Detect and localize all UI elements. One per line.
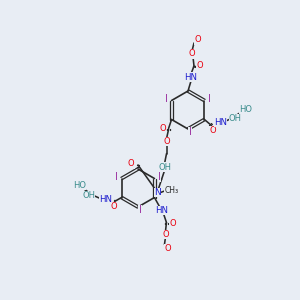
- Text: HN: HN: [99, 195, 112, 204]
- Text: O: O: [197, 61, 203, 70]
- Text: N: N: [154, 188, 161, 197]
- Text: I: I: [189, 127, 191, 137]
- Text: OH: OH: [82, 191, 95, 200]
- Text: O: O: [209, 126, 216, 135]
- Text: CH₃: CH₃: [164, 186, 178, 195]
- Text: O: O: [164, 244, 171, 253]
- Text: O: O: [195, 35, 201, 44]
- Text: I: I: [115, 172, 118, 182]
- Text: HN: HN: [214, 118, 227, 127]
- Text: O: O: [159, 124, 166, 133]
- Text: OH: OH: [158, 163, 171, 172]
- Text: O: O: [189, 50, 195, 58]
- Text: I: I: [158, 172, 161, 182]
- Text: O: O: [128, 160, 134, 169]
- Text: HN: HN: [184, 73, 197, 82]
- Text: O: O: [110, 202, 117, 211]
- Text: I: I: [165, 94, 168, 103]
- Text: HO: HO: [73, 181, 86, 190]
- Text: HN: HN: [155, 206, 168, 215]
- Text: HO: HO: [239, 105, 252, 114]
- Text: OH: OH: [229, 114, 242, 123]
- Text: I: I: [139, 205, 141, 215]
- Text: O: O: [169, 219, 176, 228]
- Text: O: O: [163, 137, 170, 146]
- Text: O: O: [162, 230, 169, 239]
- Text: I: I: [208, 94, 211, 103]
